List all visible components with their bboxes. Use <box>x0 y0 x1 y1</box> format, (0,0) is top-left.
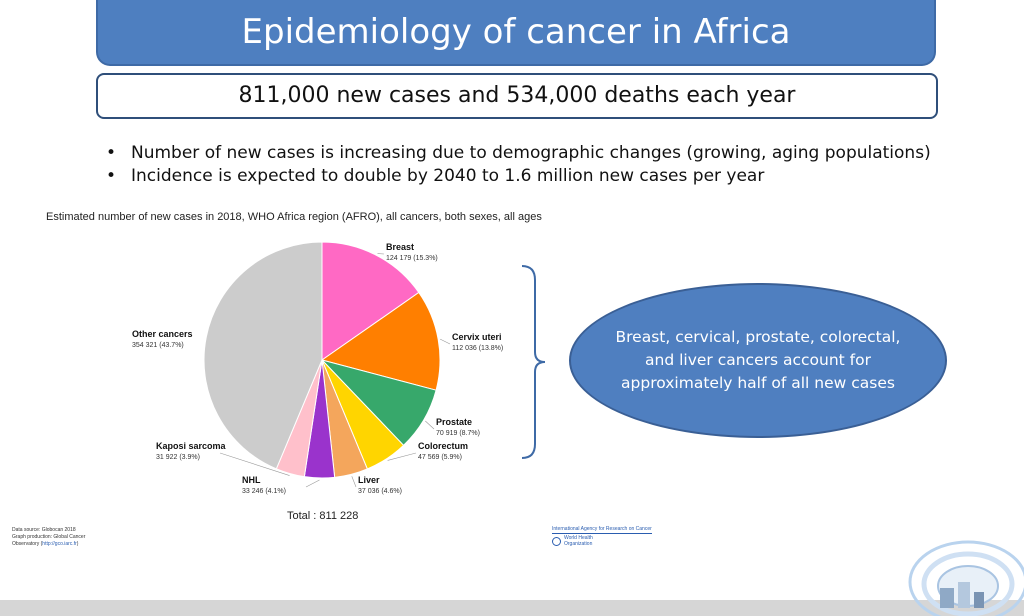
credit-suffix: ) <box>76 541 79 547</box>
pie-label-value: 33 246 (4.1%) <box>242 488 286 495</box>
pie-label-name: NHL <box>242 475 261 485</box>
pie-leader-line <box>351 476 357 488</box>
bullet-item: • Incidence is expected to double by 204… <box>106 166 966 189</box>
chart-title: Estimated number of new cases in 2018, W… <box>46 211 542 223</box>
pie-label-value: 47 569 (5.9%) <box>418 454 462 461</box>
pie-label-name: Breast <box>386 242 414 252</box>
pie-leader-line <box>305 479 320 488</box>
callout-bracket <box>521 265 546 459</box>
pie-label-name: Kaposi sarcoma <box>156 441 227 451</box>
chart-total: Total : 811 228 <box>287 510 359 522</box>
bullet-icon: • <box>106 143 117 163</box>
pie-slice-other-cancers <box>203 241 323 470</box>
pie-label-name: Cervix uteri <box>452 332 502 342</box>
pie-label-value: 124 179 (15.3%) <box>386 255 438 262</box>
bullet-item: • Number of new cases is increasing due … <box>106 143 966 166</box>
pie-label-value: 37 036 (4.6%) <box>358 488 402 495</box>
slide-title: Epidemiology of cancer in Africa <box>96 0 936 66</box>
pie-label-name: Other cancers <box>132 329 193 339</box>
pie-slice-prostate <box>320 359 437 447</box>
callout-ellipse: Breast, cervical, prostate, colorectal, … <box>569 283 947 438</box>
pie-leader-line <box>425 420 435 430</box>
pie-slice-nhl <box>303 359 336 479</box>
credit-line: Observatory (http://gco.iarc.fr) <box>12 541 85 548</box>
iarc-label: International Agency for Research on Can… <box>552 526 652 534</box>
bullet-list: • Number of new cases is increasing due … <box>106 143 966 189</box>
credit-prefix: Observatory ( <box>12 541 43 547</box>
gco-link[interactable]: http://gco.iarc.fr <box>42 541 77 547</box>
pie-leader-line <box>440 338 451 345</box>
bullet-text: Number of new cases is increasing due to… <box>131 143 931 163</box>
who-line: Organization <box>564 541 593 547</box>
pie-slice-breast <box>321 241 420 361</box>
bullet-icon: • <box>106 166 117 186</box>
pie-label-name: Colorectum <box>418 441 468 451</box>
who-emblem-icon <box>552 536 561 546</box>
pie-label-value: 70 919 (8.7%) <box>436 430 480 437</box>
data-credits: Data source: Globocan 2018 Graph product… <box>12 527 85 548</box>
decorative-swirl-icon <box>908 540 1024 616</box>
pie-leader-line <box>219 452 290 476</box>
bullet-text: Incidence is expected to double by 2040 … <box>131 166 765 186</box>
credit-line: Data source: Globocan 2018 <box>12 527 76 533</box>
pie-slice-cervix-uteri <box>320 291 441 391</box>
who-line: World Health <box>564 535 593 541</box>
footer-band <box>0 600 1024 616</box>
who-logo-block: World Health Organization <box>552 535 593 547</box>
credit-line: Graph production: Global Cancer <box>12 534 86 540</box>
pie-label-value: 112 036 (13.8%) <box>452 345 503 352</box>
pie-label-value: 31 922 (3.9%) <box>156 454 200 461</box>
pie-slice-colorectum <box>321 359 405 470</box>
pie-label-value: 354 321 (43.7%) <box>132 342 184 349</box>
who-name: World Health Organization <box>564 535 593 547</box>
callout-text: Breast, cervical, prostate, colorectal, … <box>615 328 901 392</box>
pie-label-name: Prostate <box>436 417 472 427</box>
pie-slice-kaposi-sarcoma <box>275 359 323 478</box>
slide-subtitle: 811,000 new cases and 534,000 deaths eac… <box>96 73 938 119</box>
pie-label-name: Liver <box>358 475 380 485</box>
pie-leader-line <box>387 452 417 461</box>
pie-slice-liver <box>321 359 368 478</box>
